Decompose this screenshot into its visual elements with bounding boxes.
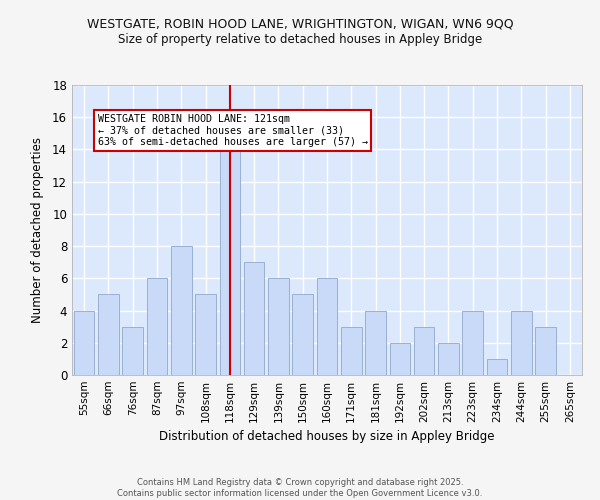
Bar [389, 343, 410, 375]
Bar [98, 294, 119, 375]
Bar [535, 326, 556, 375]
Bar [220, 150, 240, 375]
Text: WESTGATE ROBIN HOOD LANE: 121sqm
← 37% of detached houses are smaller (33)
63% o: WESTGATE ROBIN HOOD LANE: 121sqm ← 37% o… [97, 114, 367, 147]
Bar [292, 294, 313, 375]
Bar [268, 278, 289, 375]
Bar [438, 343, 459, 375]
Bar [122, 326, 143, 375]
Bar [414, 326, 434, 375]
X-axis label: Distribution of detached houses by size in Appley Bridge: Distribution of detached houses by size … [159, 430, 495, 444]
Text: Contains HM Land Registry data © Crown copyright and database right 2025.
Contai: Contains HM Land Registry data © Crown c… [118, 478, 482, 498]
Bar [487, 359, 508, 375]
Text: Size of property relative to detached houses in Appley Bridge: Size of property relative to detached ho… [118, 32, 482, 46]
Bar [74, 310, 94, 375]
Bar [511, 310, 532, 375]
Bar [244, 262, 265, 375]
Bar [317, 278, 337, 375]
Bar [463, 310, 483, 375]
Bar [365, 310, 386, 375]
Y-axis label: Number of detached properties: Number of detached properties [31, 137, 44, 323]
Text: WESTGATE, ROBIN HOOD LANE, WRIGHTINGTON, WIGAN, WN6 9QQ: WESTGATE, ROBIN HOOD LANE, WRIGHTINGTON,… [86, 18, 514, 30]
Bar [171, 246, 191, 375]
Bar [341, 326, 362, 375]
Bar [146, 278, 167, 375]
Bar [195, 294, 216, 375]
